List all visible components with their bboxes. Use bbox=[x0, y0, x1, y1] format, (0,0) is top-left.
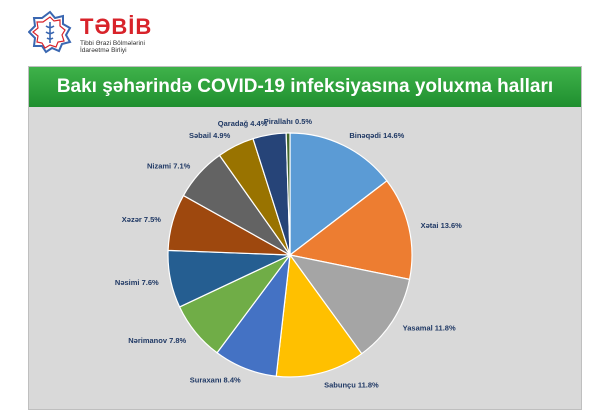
pie-slice-sabunçu bbox=[275, 253, 363, 378]
slice-label-qaradağ: Qaradağ 4.4% bbox=[218, 119, 268, 128]
pie-slice-pirallahı bbox=[285, 132, 291, 256]
pie-slice-binəqədi bbox=[289, 132, 388, 257]
slice-label-nizami: Nizami 7.1% bbox=[147, 161, 191, 170]
slice-label-nərimanov: Nərimanov 7.8% bbox=[128, 336, 186, 345]
slice-label-suraxanı: Suraxanı 8.4% bbox=[190, 376, 241, 385]
slice-label-pirallahı: Pirallahı 0.5% bbox=[264, 117, 313, 126]
tebib-logo: TƏBİB Tibbi Ərazi Bölmələrini İdarəetmə … bbox=[28, 10, 188, 58]
chart-title: Bakı şəhərində COVID-19 infeksiyasına yo… bbox=[56, 76, 554, 97]
logo-name: TƏBİB bbox=[80, 14, 153, 39]
slice-label-sabunçu: Sabunçu 11.8% bbox=[324, 381, 379, 390]
pie-slice-xətai bbox=[288, 179, 413, 281]
slice-label-binəqədi: Binəqədi 14.6% bbox=[349, 131, 404, 140]
chart-card: Bakı şəhərində COVID-19 infeksiyasına yo… bbox=[28, 66, 582, 410]
slice-label-nəsimi: Nəsimi 7.6% bbox=[115, 278, 159, 287]
pie-chart: Binəqədi 14.6% Xətai 13.6% Yasamal 11.8% Sa… bbox=[115, 117, 463, 390]
slice-label-səbail: Səbail 4.9% bbox=[189, 131, 231, 140]
slice-label-xətai: Xətai 13.6% bbox=[421, 221, 463, 230]
logo-subtitle-line2: İdarəetmə Birliyi bbox=[80, 47, 127, 54]
logo-subtitle: Tibbi Ərazi Bölmələrini İdarəetmə Birliy… bbox=[80, 40, 190, 54]
pie-slice-yasamal bbox=[288, 254, 411, 355]
slice-label-xəzər: Xəzər 7.5% bbox=[122, 215, 162, 224]
slice-label-yasamal: Yasamal 11.8% bbox=[403, 324, 456, 333]
tebib-emblem-icon bbox=[28, 10, 72, 54]
title-bar: Bakı şəhərində COVID-19 infeksiyasına yo… bbox=[29, 67, 581, 107]
logo-subtitle-line1: Tibbi Ərazi Bölmələrini bbox=[80, 40, 145, 47]
